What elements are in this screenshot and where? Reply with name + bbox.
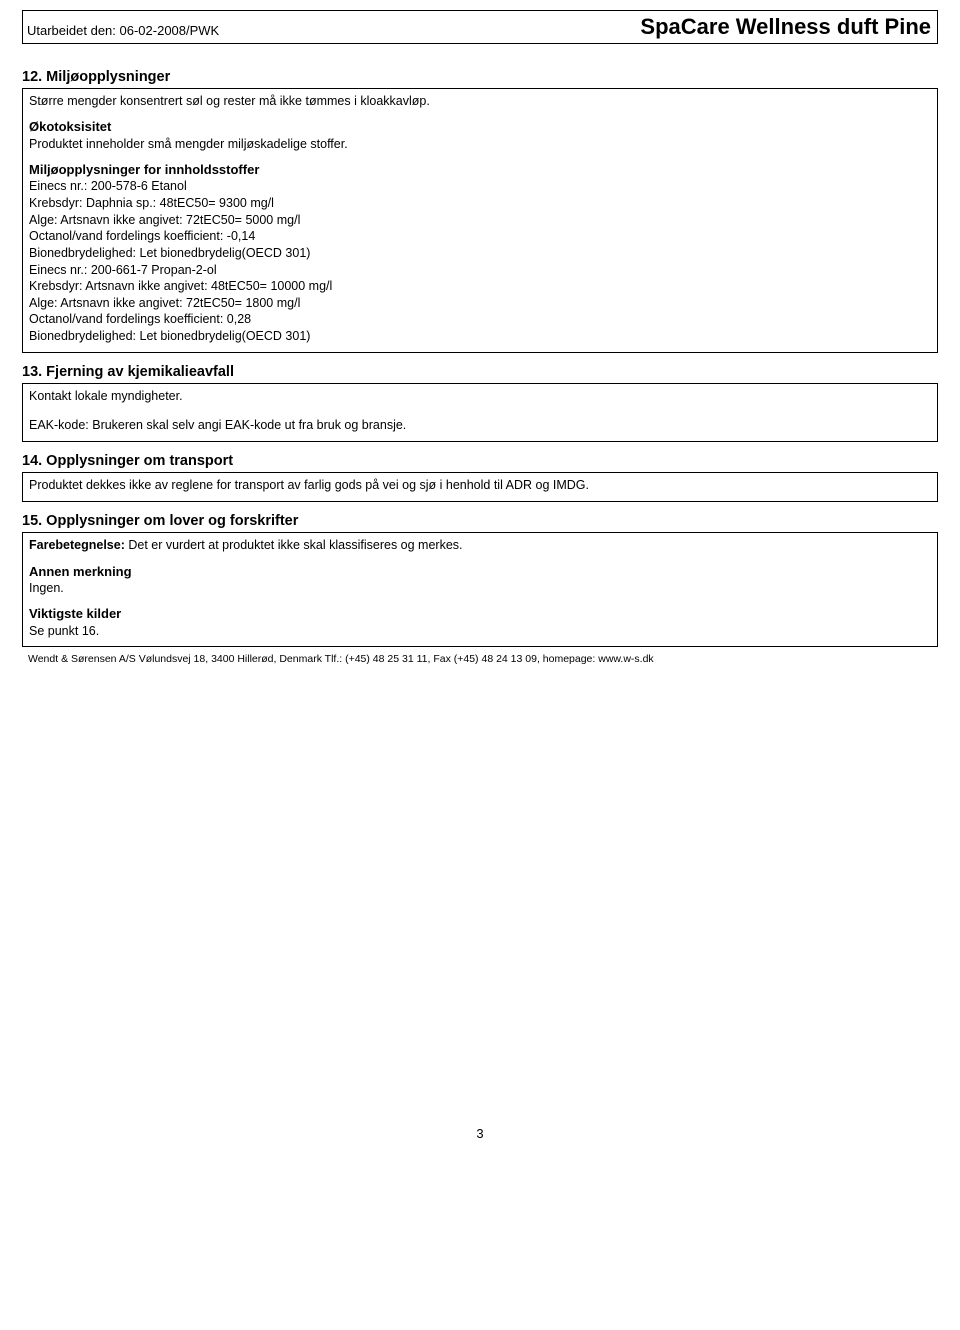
section-12-box: Større mengder konsentrert søl og rester… xyxy=(22,88,938,353)
annen-heading: Annen merkning xyxy=(29,564,931,580)
fare-line: Farebetegnelse: Det er vurdert at produk… xyxy=(29,538,931,554)
section-14-box: Produktet dekkes ikke av reglene for tra… xyxy=(22,472,938,502)
ingredient-line: Krebsdyr: Artsnavn ikke angivet: 48tEC50… xyxy=(29,279,931,295)
ingredient-line: Krebsdyr: Daphnia sp.: 48tEC50= 9300 mg/… xyxy=(29,196,931,212)
section-14-heading: 14. Opplysninger om transport xyxy=(22,452,938,470)
ingredient-line: Einecs nr.: 200-578-6 Etanol xyxy=(29,179,931,195)
fare-text: Det er vurdert at produktet ikke skal kl… xyxy=(125,538,463,552)
section-13-line1: Kontakt lokale myndigheter. xyxy=(29,389,931,405)
document-header: Utarbeidet den: 06-02-2008/PWK SpaCare W… xyxy=(22,10,938,44)
annen-text: Ingen. xyxy=(29,581,931,597)
eco-text: Produktet inneholder små mengder miljøsk… xyxy=(29,137,931,153)
ingredient-line: Bionedbrydelighed: Let bionedbrydelig(OE… xyxy=(29,329,931,345)
section-15-box: Farebetegnelse: Det er vurdert at produk… xyxy=(22,532,938,647)
section-13-heading: 13. Fjerning av kjemikalieavfall xyxy=(22,363,938,381)
eco-heading: Økotoksisitet xyxy=(29,119,931,135)
section-13-box: Kontakt lokale myndigheter. EAK-kode: Br… xyxy=(22,383,938,442)
header-title: SpaCare Wellness duft Pine xyxy=(640,13,931,41)
section-15-heading: 15. Opplysninger om lover og forskrifter xyxy=(22,512,938,530)
section-14-line1: Produktet dekkes ikke av reglene for tra… xyxy=(29,478,931,494)
company-footer: Wendt & Sørensen A/S Vølundsvej 18, 3400… xyxy=(28,653,938,666)
page-number: 3 xyxy=(22,1126,938,1142)
kilder-text: Se punkt 16. xyxy=(29,624,931,640)
fare-label: Farebetegnelse: xyxy=(29,538,125,552)
ingredient-line: Octanol/vand fordelings koefficient: 0,2… xyxy=(29,312,931,328)
section-12-heading: 12. Miljøopplysninger xyxy=(22,68,938,86)
ingredient-line: Bionedbrydelighed: Let bionedbrydelig(OE… xyxy=(29,246,931,262)
section-13-line2: EAK-kode: Brukeren skal selv angi EAK-ko… xyxy=(29,418,931,434)
ingredient-line: Alge: Artsnavn ikke angivet: 72tEC50= 50… xyxy=(29,213,931,229)
header-date: Utarbeidet den: 06-02-2008/PWK xyxy=(27,23,219,40)
ingredients-heading: Miljøopplysninger for innholdsstoffer xyxy=(29,162,931,178)
ingredient-line: Einecs nr.: 200-661-7 Propan-2-ol xyxy=(29,263,931,279)
kilder-heading: Viktigste kilder xyxy=(29,606,931,622)
section-12-intro: Større mengder konsentrert søl og rester… xyxy=(29,94,931,110)
ingredient-line: Octanol/vand fordelings koefficient: -0,… xyxy=(29,229,931,245)
ingredient-line: Alge: Artsnavn ikke angivet: 72tEC50= 18… xyxy=(29,296,931,312)
